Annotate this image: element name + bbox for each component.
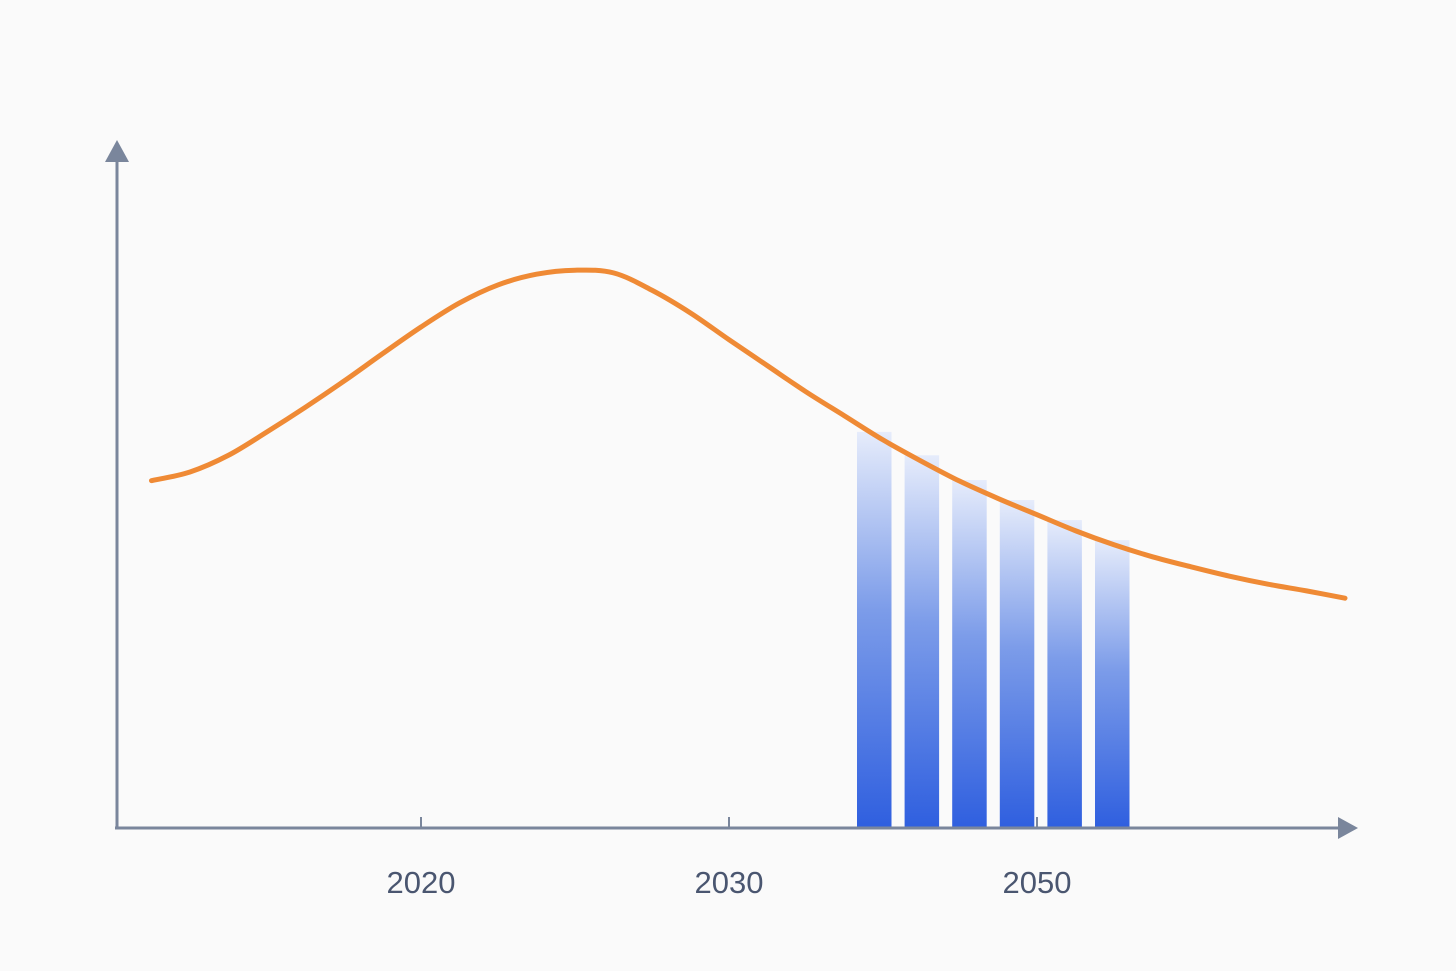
bar xyxy=(999,500,1035,828)
bar xyxy=(1047,520,1082,828)
bar xyxy=(952,479,987,828)
bar xyxy=(857,431,892,828)
y-axis-arrow xyxy=(105,140,129,162)
x-tick-label: 2030 xyxy=(695,865,764,900)
x-tick-label: 2050 xyxy=(1003,865,1072,900)
bar xyxy=(1095,540,1130,828)
plot-area xyxy=(149,267,1348,828)
line xyxy=(149,267,1348,601)
line-area xyxy=(151,270,1345,828)
x-tick-label: 2020 xyxy=(387,865,456,900)
bar-group xyxy=(857,431,1130,828)
bar xyxy=(904,455,940,828)
x-axis-arrow xyxy=(1338,817,1358,839)
